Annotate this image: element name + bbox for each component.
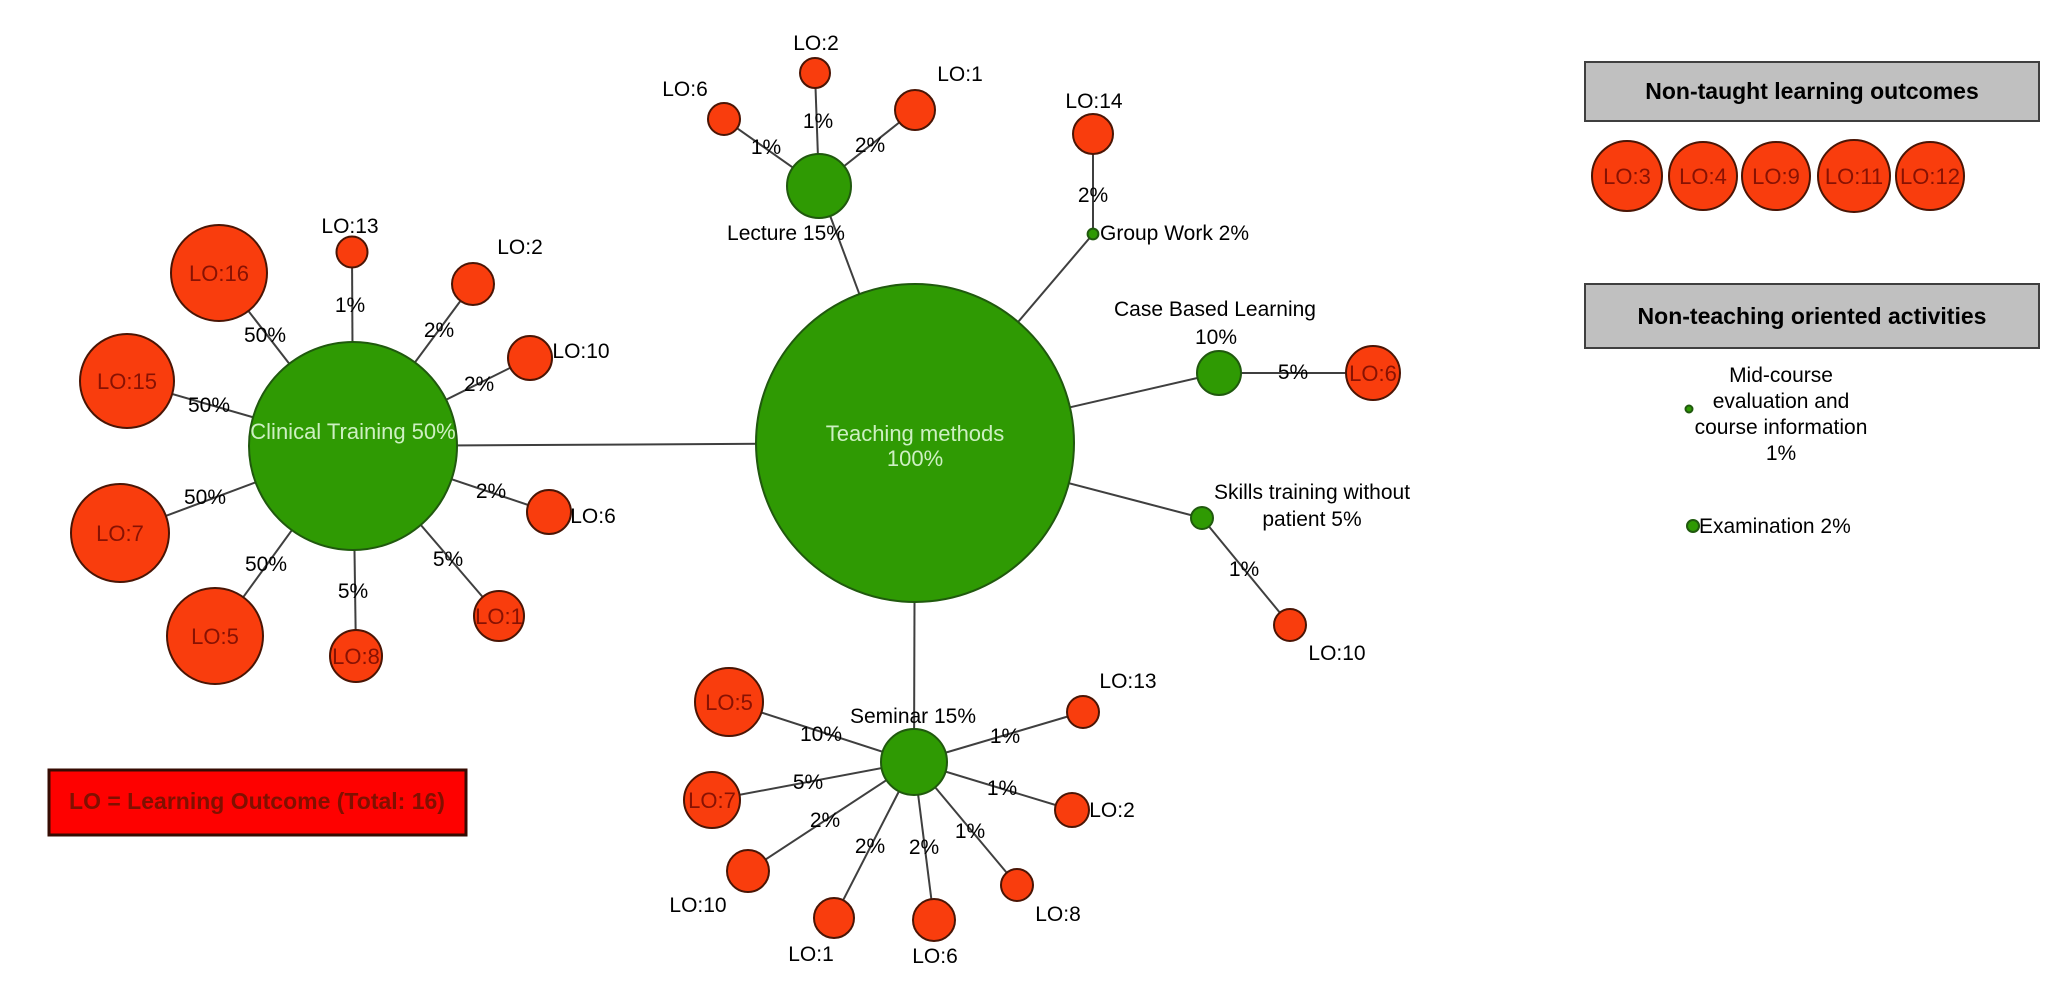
svg-text:course information: course information	[1695, 416, 1868, 439]
svg-text:2%: 2%	[810, 809, 840, 832]
svg-text:2%: 2%	[476, 480, 506, 503]
svg-text:LO:13: LO:13	[321, 215, 378, 238]
svg-text:LO:2: LO:2	[1089, 799, 1135, 822]
svg-text:LO:7: LO:7	[688, 788, 736, 813]
svg-text:LO:5: LO:5	[191, 624, 239, 649]
svg-text:LO:16: LO:16	[189, 261, 249, 286]
svg-text:LO:3: LO:3	[1603, 164, 1651, 189]
svg-text:2%: 2%	[1078, 184, 1108, 207]
svg-text:LO:11: LO:11	[1825, 164, 1883, 189]
svg-text:Non-taught learning outcomes: Non-taught learning outcomes	[1645, 78, 1979, 104]
svg-text:Non-teaching oriented activiti: Non-teaching oriented activities	[1638, 303, 1987, 329]
svg-text:LO:14: LO:14	[1065, 90, 1123, 113]
svg-text:LO = Learning Outcome (Total:: LO = Learning Outcome (Total: 16)	[69, 788, 445, 814]
svg-text:LO:5: LO:5	[705, 690, 753, 715]
svg-text:10%: 10%	[800, 723, 842, 746]
svg-text:2%: 2%	[464, 373, 494, 396]
svg-text:1%: 1%	[1229, 558, 1259, 581]
svg-text:5%: 5%	[1278, 361, 1308, 384]
svg-text:LO:2: LO:2	[793, 32, 839, 55]
svg-text:Skills training without: Skills training without	[1214, 481, 1410, 504]
svg-text:100%: 100%	[887, 446, 943, 471]
svg-text:1%: 1%	[1766, 442, 1796, 465]
svg-text:LO:2: LO:2	[497, 236, 543, 259]
svg-text:LO:15: LO:15	[97, 369, 157, 394]
svg-text:2%: 2%	[424, 319, 454, 342]
svg-text:LO:6: LO:6	[1349, 361, 1397, 386]
svg-text:2%: 2%	[855, 134, 885, 157]
svg-text:1%: 1%	[803, 110, 833, 133]
svg-text:LO:10: LO:10	[1308, 642, 1365, 665]
svg-text:1%: 1%	[751, 136, 781, 159]
svg-text:50%: 50%	[188, 394, 230, 417]
svg-text:LO:6: LO:6	[912, 945, 958, 968]
svg-text:evaluation and: evaluation and	[1713, 390, 1850, 413]
svg-text:5%: 5%	[793, 771, 823, 794]
svg-text:2%: 2%	[909, 836, 939, 859]
svg-text:1%: 1%	[990, 725, 1020, 748]
svg-text:50%: 50%	[245, 553, 287, 576]
svg-text:2%: 2%	[855, 835, 885, 858]
svg-text:50%: 50%	[244, 324, 286, 347]
svg-text:Seminar 15%: Seminar 15%	[850, 705, 976, 728]
svg-text:LO:1: LO:1	[937, 63, 983, 86]
svg-text:Case Based Learning: Case Based Learning	[1114, 298, 1316, 321]
svg-text:Clinical Training 50%: Clinical Training 50%	[250, 419, 455, 444]
svg-text:10%: 10%	[1195, 326, 1237, 349]
svg-text:Teaching methods: Teaching methods	[826, 421, 1005, 446]
svg-text:patient 5%: patient 5%	[1262, 508, 1361, 531]
svg-text:1%: 1%	[987, 777, 1017, 800]
svg-text:1%: 1%	[335, 294, 365, 317]
svg-text:LO:12: LO:12	[1900, 164, 1960, 189]
svg-text:50%: 50%	[184, 486, 226, 509]
svg-text:LO:1: LO:1	[475, 604, 523, 629]
svg-text:5%: 5%	[338, 580, 368, 603]
svg-text:1%: 1%	[955, 820, 985, 843]
svg-text:LO:6: LO:6	[662, 78, 708, 101]
svg-text:LO:8: LO:8	[332, 644, 380, 669]
svg-text:LO:6: LO:6	[570, 505, 616, 528]
svg-text:5%: 5%	[433, 548, 463, 571]
svg-text:LO:10: LO:10	[552, 340, 609, 363]
svg-text:Lecture 15%: Lecture 15%	[727, 222, 845, 245]
svg-text:LO:1: LO:1	[788, 943, 834, 966]
svg-text:LO:10: LO:10	[669, 894, 726, 917]
svg-text:Group Work 2%: Group Work 2%	[1100, 222, 1249, 245]
svg-text:Mid-course: Mid-course	[1729, 364, 1833, 387]
svg-text:Examination 2%: Examination 2%	[1699, 515, 1851, 538]
svg-text:LO:4: LO:4	[1679, 164, 1727, 189]
svg-text:LO:7: LO:7	[96, 521, 144, 546]
svg-text:LO:9: LO:9	[1752, 164, 1800, 189]
svg-text:LO:8: LO:8	[1035, 903, 1081, 926]
svg-text:LO:13: LO:13	[1099, 670, 1156, 693]
